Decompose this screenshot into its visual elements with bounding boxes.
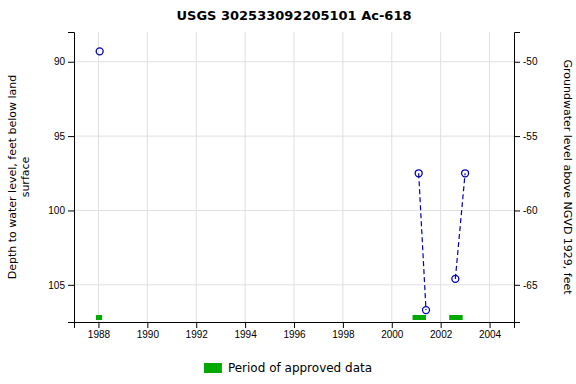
chart: 1988 1990 1992 1994 1996 1998 2000 2002 2004 90 95… bbox=[0, 0, 576, 384]
approved-period bbox=[449, 315, 462, 320]
tick-label: 1996 bbox=[283, 329, 306, 340]
tick: 100 bbox=[48, 205, 74, 216]
point bbox=[96, 48, 103, 55]
tick-mark bbox=[490, 322, 491, 328]
tick-label: 100 bbox=[48, 205, 65, 216]
legend-item: Period of approved data bbox=[204, 361, 372, 375]
point bbox=[423, 307, 430, 314]
point bbox=[462, 170, 469, 177]
tick-label: -55 bbox=[523, 131, 538, 142]
tick-mark bbox=[68, 62, 74, 63]
plot: 1988 1990 1992 1994 1996 1998 2000 2002 2004 90 95… bbox=[48, 32, 538, 340]
tick-label: 95 bbox=[54, 131, 66, 142]
tick: 105 bbox=[48, 280, 74, 291]
marks bbox=[96, 48, 469, 320]
tick: 1998 bbox=[332, 322, 355, 340]
approved-period bbox=[413, 315, 426, 320]
legend: Period of approved data bbox=[204, 361, 372, 375]
axis-line bbox=[68, 33, 75, 323]
tick-mark bbox=[514, 285, 520, 286]
point bbox=[452, 275, 459, 282]
tick-label: -50 bbox=[523, 56, 538, 67]
y2-axis: -50 -55 -60 -65 bbox=[514, 33, 538, 323]
grid-line bbox=[196, 32, 197, 322]
grid-line bbox=[74, 210, 514, 211]
tick-mark bbox=[68, 210, 74, 211]
tick-mark bbox=[68, 136, 74, 137]
tick-label: 90 bbox=[54, 56, 66, 67]
legend-swatch bbox=[204, 363, 222, 373]
tick-label: -60 bbox=[523, 205, 538, 216]
tick: -50 bbox=[514, 56, 538, 67]
tick-mark bbox=[245, 322, 246, 328]
tick-mark bbox=[294, 322, 295, 328]
axis-line bbox=[75, 323, 515, 329]
y-axis-label: Depth to water level, feet below landsur… bbox=[6, 75, 32, 280]
point bbox=[415, 170, 422, 177]
line bbox=[419, 173, 426, 310]
y2-axis-label: Groundwater level above NGVD 1929, feet bbox=[561, 59, 574, 295]
tick: 95 bbox=[54, 131, 74, 142]
tick-label: 1998 bbox=[332, 329, 355, 340]
grid-line bbox=[98, 32, 99, 322]
tick-mark bbox=[68, 285, 74, 286]
grid-line bbox=[342, 32, 343, 322]
tick: 1990 bbox=[137, 322, 160, 340]
legend-label: Period of approved data bbox=[228, 361, 372, 375]
tick-label: 2004 bbox=[479, 329, 502, 340]
tick-label: 1992 bbox=[186, 329, 209, 340]
tick-mark bbox=[392, 322, 393, 328]
tick-mark bbox=[441, 322, 442, 328]
tick-label: 1990 bbox=[137, 329, 160, 340]
y-axis: 90 95 100 105 bbox=[48, 33, 74, 323]
tick-mark bbox=[514, 62, 520, 63]
tick-mark bbox=[514, 210, 520, 211]
tick: -60 bbox=[514, 205, 538, 216]
title: USGS 302533092205101 Ac-618 bbox=[177, 8, 412, 23]
tick: 90 bbox=[54, 56, 74, 67]
tick: -65 bbox=[514, 280, 538, 291]
tick-mark bbox=[514, 136, 520, 137]
tick: 1994 bbox=[234, 322, 257, 340]
tick-label: -65 bbox=[523, 280, 538, 291]
tick: 1996 bbox=[283, 322, 306, 340]
tick-mark bbox=[98, 322, 99, 328]
tick-mark bbox=[147, 322, 148, 328]
x-axis: 1988 1990 1992 1994 1996 1998 2000 2002 2004 bbox=[75, 322, 515, 340]
grid-line bbox=[245, 32, 246, 322]
tick: 2000 bbox=[381, 322, 404, 340]
line bbox=[455, 173, 465, 279]
tick-label: 105 bbox=[48, 280, 65, 291]
grid-line bbox=[74, 284, 514, 285]
grid-line bbox=[74, 136, 514, 137]
tick-mark bbox=[343, 322, 344, 328]
grid-line bbox=[294, 32, 295, 322]
tick: 2002 bbox=[430, 322, 453, 340]
tick-label: 1994 bbox=[234, 329, 257, 340]
axis-line bbox=[515, 33, 521, 323]
tick: -55 bbox=[514, 131, 538, 142]
tick: 1988 bbox=[88, 322, 111, 340]
tick-label: 1988 bbox=[88, 329, 111, 340]
tick-label: 2000 bbox=[381, 329, 404, 340]
approved-period bbox=[96, 315, 102, 320]
grid-line bbox=[147, 32, 148, 322]
grid-line bbox=[489, 32, 490, 322]
grid bbox=[74, 32, 514, 322]
grid-line bbox=[74, 61, 514, 62]
grid-line bbox=[391, 32, 392, 322]
grid-line bbox=[440, 32, 441, 322]
tick-mark bbox=[196, 322, 197, 328]
tick-label: 2002 bbox=[430, 329, 453, 340]
tick: 2004 bbox=[479, 322, 502, 340]
tick: 1992 bbox=[186, 322, 209, 340]
